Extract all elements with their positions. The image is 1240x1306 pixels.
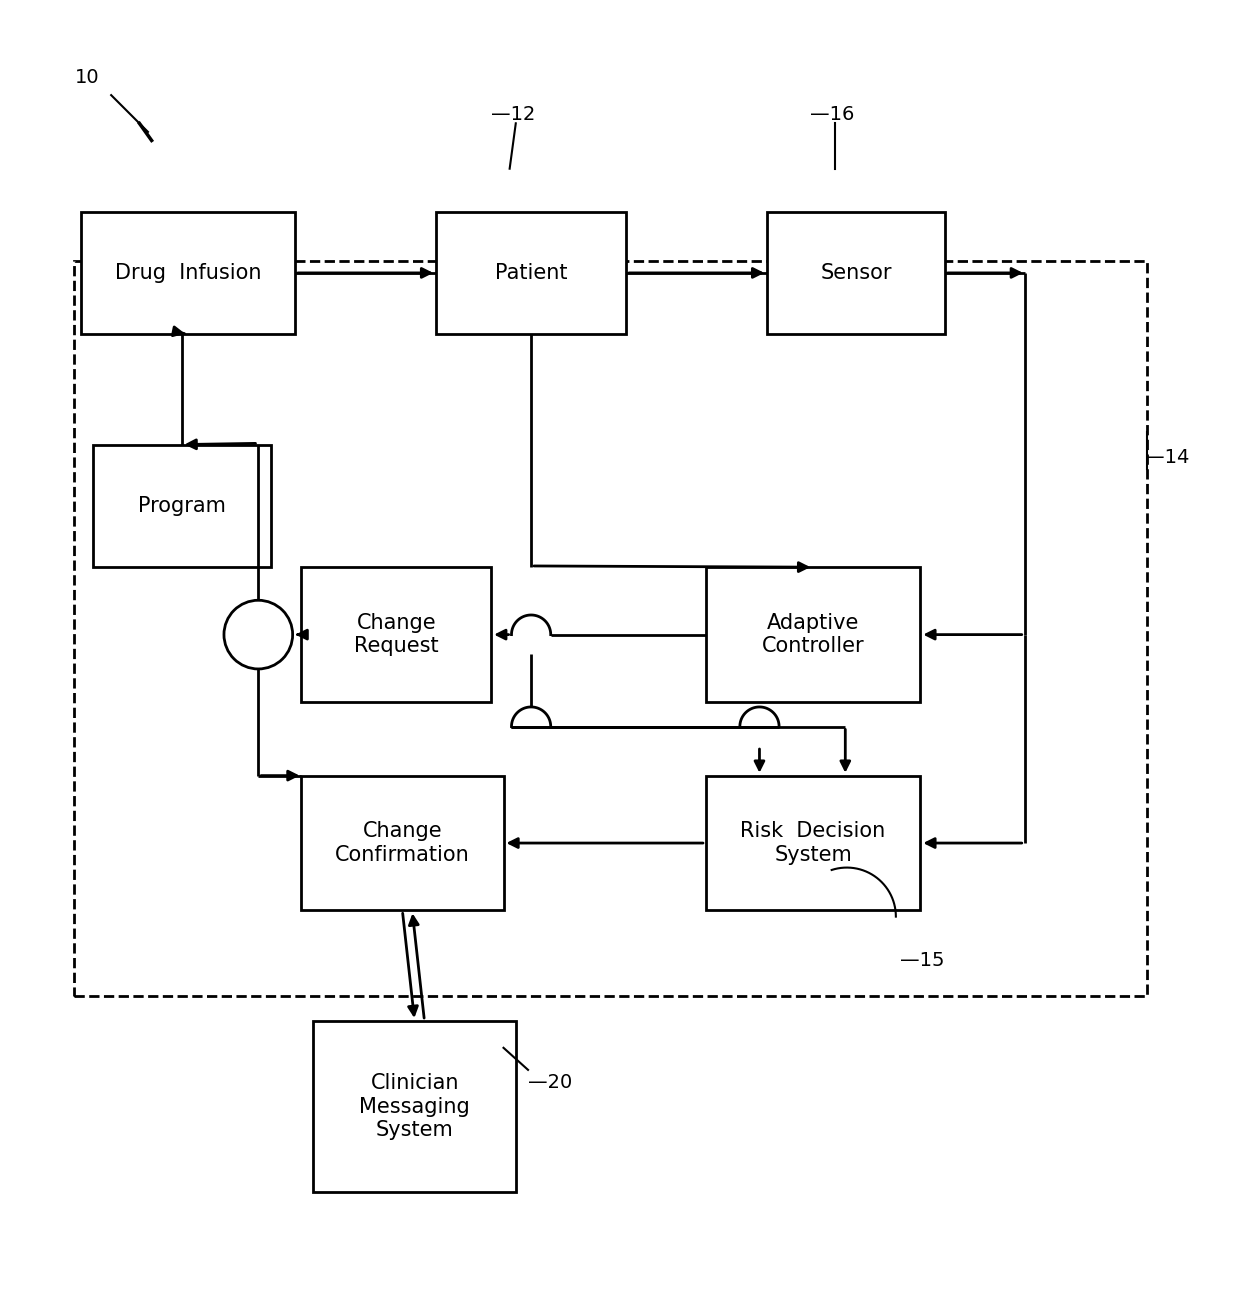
Text: —16: —16 <box>810 104 854 124</box>
FancyBboxPatch shape <box>81 212 295 334</box>
FancyBboxPatch shape <box>301 567 491 703</box>
FancyBboxPatch shape <box>706 567 920 703</box>
Text: —14: —14 <box>1145 448 1189 468</box>
Text: 10: 10 <box>74 68 99 88</box>
Text: Clinician
Messaging
System: Clinician Messaging System <box>360 1074 470 1140</box>
Text: Program: Program <box>138 496 226 516</box>
Text: Adaptive
Controller: Adaptive Controller <box>761 613 864 656</box>
FancyBboxPatch shape <box>706 776 920 910</box>
Text: —15: —15 <box>899 951 944 969</box>
FancyBboxPatch shape <box>314 1021 516 1192</box>
Text: Risk  Decision
System: Risk Decision System <box>740 821 885 865</box>
Text: Change
Confirmation: Change Confirmation <box>335 821 470 865</box>
Circle shape <box>224 601 293 669</box>
Text: Patient: Patient <box>495 263 568 283</box>
Text: —20: —20 <box>528 1074 573 1092</box>
FancyBboxPatch shape <box>93 444 270 567</box>
FancyBboxPatch shape <box>301 776 503 910</box>
Text: Sensor: Sensor <box>821 263 892 283</box>
Text: Change
Request: Change Request <box>353 613 439 656</box>
FancyBboxPatch shape <box>436 212 626 334</box>
Text: —12: —12 <box>491 104 536 124</box>
Text: Drug  Infusion: Drug Infusion <box>114 263 262 283</box>
FancyBboxPatch shape <box>768 212 945 334</box>
